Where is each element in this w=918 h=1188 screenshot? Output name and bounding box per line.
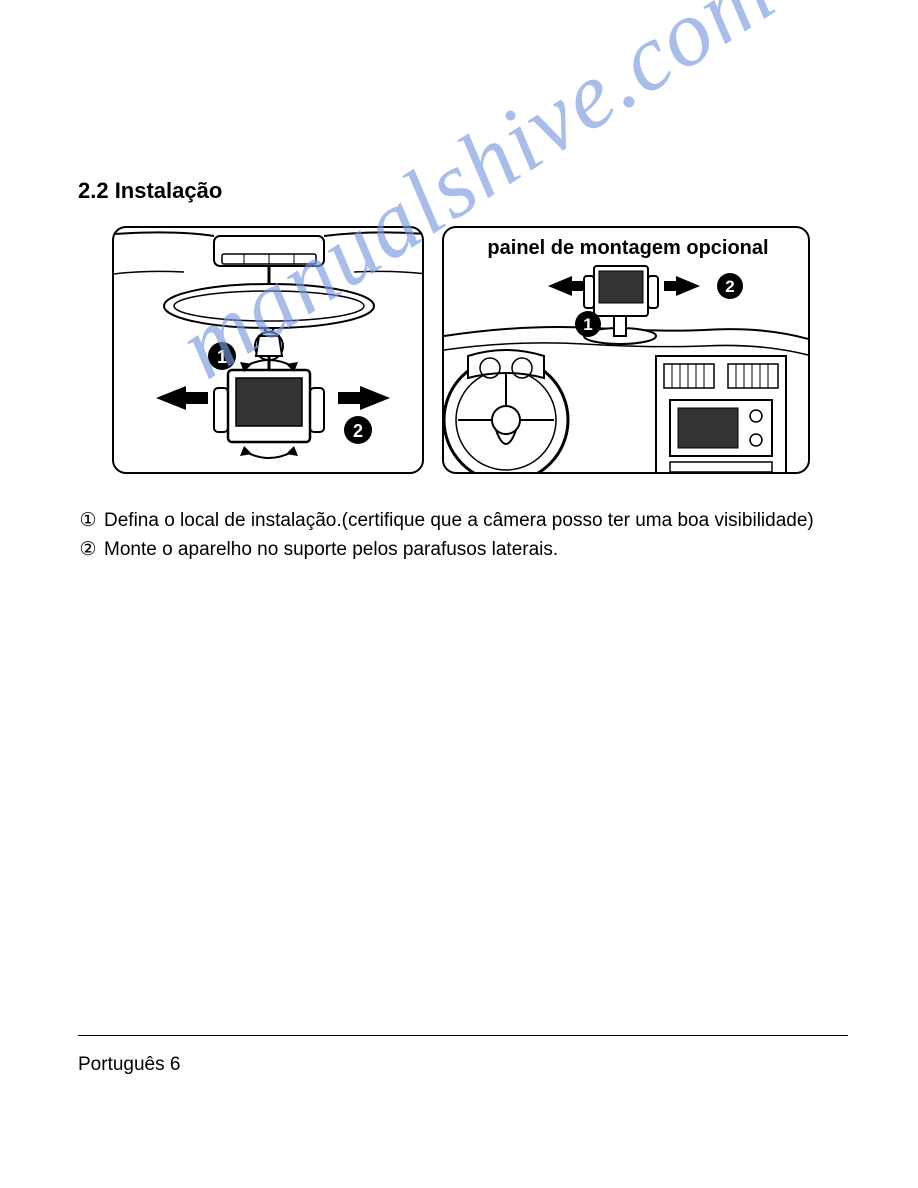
instruction-item-2: ② Monte o aparelho no suporte pelos para… — [78, 535, 848, 564]
section-title: 2.2 Instalação — [78, 178, 848, 204]
page-footer: Português 6 — [78, 1035, 848, 1076]
instruction-text-1: Defina o local de instalação.(certifique… — [104, 506, 814, 535]
figure-windshield-mount: 1 2 — [112, 226, 424, 474]
instruction-list: ① Defina o local de instalação.(certifiq… — [78, 506, 848, 565]
svg-text:1: 1 — [583, 315, 592, 334]
callout-two: 2 — [353, 421, 363, 441]
instruction-marker-2: ② — [78, 535, 98, 564]
instruction-item-1: ① Defina o local de instalação.(certifiq… — [78, 506, 848, 535]
svg-text:2: 2 — [725, 277, 734, 296]
figure-dashboard-mount: painel de montagem opcional — [442, 226, 810, 474]
callout-one: 1 — [217, 347, 227, 367]
instruction-text-2: Monte o aparelho no suporte pelos parafu… — [104, 535, 558, 564]
manual-page: 2.2 Instalação — [0, 0, 918, 1188]
figure2-caption: painel de montagem opcional — [487, 237, 768, 259]
figures-row: 1 2 painel de montagem opcional — [112, 226, 848, 474]
content-area: 2.2 Instalação — [78, 178, 848, 565]
illustration-dashboard: painel de montagem opcional — [444, 228, 810, 474]
instruction-marker-1: ① — [78, 506, 98, 535]
illustration-windshield: 1 2 — [114, 228, 424, 474]
footer-text: Português 6 — [78, 1054, 180, 1075]
